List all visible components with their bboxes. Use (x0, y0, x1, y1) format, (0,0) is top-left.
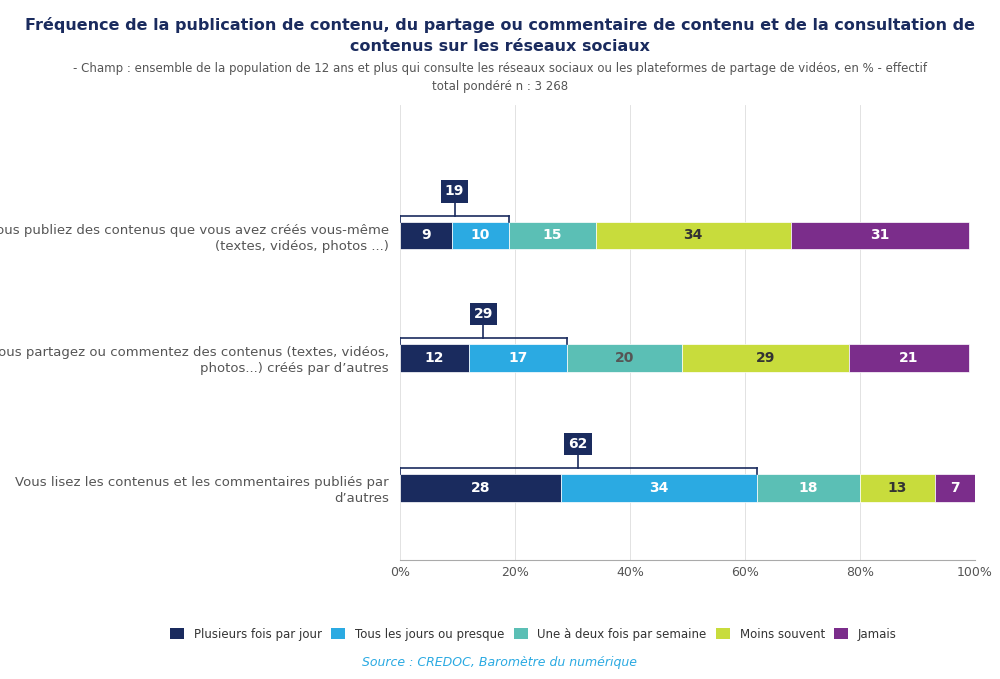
Bar (561, 474, 757, 502)
Bar (400, 474, 561, 502)
Text: - Champ : ensemble de la population de 12 ans et plus qui consulte les réseaux s: - Champ : ensemble de la population de 1… (73, 62, 927, 94)
Text: 29: 29 (755, 351, 775, 365)
Legend: Plusieurs fois par jour, Tous les jours ou presque, Une à deux fois par semaine,: Plusieurs fois par jour, Tous les jours … (170, 627, 897, 641)
Text: 34: 34 (649, 481, 668, 495)
Text: 19: 19 (445, 185, 464, 198)
Text: contenus sur les réseaux sociaux: contenus sur les réseaux sociaux (350, 39, 650, 54)
Text: 7: 7 (950, 481, 960, 495)
Bar (400, 221, 452, 249)
Text: Source : CREDOC, Baromètre du numérique: Source : CREDOC, Baromètre du numérique (362, 656, 638, 669)
Text: 21: 21 (899, 351, 919, 365)
Text: 9: 9 (421, 228, 431, 242)
Bar (509, 221, 596, 249)
Bar (935, 474, 975, 502)
Bar (860, 474, 935, 502)
Bar (757, 474, 860, 502)
Text: 18: 18 (798, 481, 818, 495)
Text: 17: 17 (508, 351, 528, 365)
Bar (596, 221, 791, 249)
Text: 34: 34 (684, 228, 703, 242)
Bar (791, 221, 969, 249)
Bar (848, 344, 969, 371)
Text: 20: 20 (615, 351, 634, 365)
Text: 28: 28 (471, 481, 490, 495)
Bar (567, 344, 682, 371)
Bar (452, 221, 509, 249)
Text: 29: 29 (474, 307, 493, 321)
Text: 15: 15 (543, 228, 562, 242)
Bar (400, 344, 469, 371)
Text: 13: 13 (888, 481, 907, 495)
Text: 31: 31 (870, 228, 890, 242)
Text: 10: 10 (471, 228, 490, 242)
Text: Fréquence de la publication de contenu, du partage ou commentaire de contenu et : Fréquence de la publication de contenu, … (25, 17, 975, 33)
Bar (682, 344, 848, 371)
Text: 12: 12 (425, 351, 444, 365)
Text: 62: 62 (569, 437, 588, 451)
Bar (469, 344, 567, 371)
